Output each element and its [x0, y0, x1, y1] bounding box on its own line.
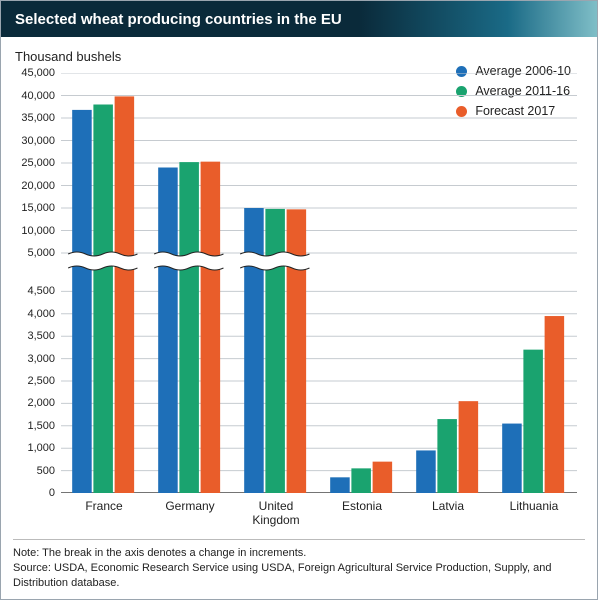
- bar: [93, 105, 113, 494]
- chart-svg: [61, 73, 577, 493]
- bar: [115, 96, 135, 493]
- y-tick-label: 30,000: [5, 135, 55, 147]
- y-tick-label: 10,000: [5, 225, 55, 237]
- bar: [459, 401, 479, 493]
- y-tick-label: 1,500: [5, 420, 55, 432]
- footer-note: Note: The break in the axis denotes a ch…: [13, 546, 585, 561]
- y-tick-label: 2,000: [5, 397, 55, 409]
- bar: [244, 208, 264, 493]
- bar: [523, 350, 543, 493]
- y-tick-label: 15,000: [5, 202, 55, 214]
- y-axis-label: Thousand bushels: [15, 49, 121, 64]
- chart-container: Selected wheat producing countries in th…: [0, 0, 598, 600]
- y-tick-label: 500: [5, 465, 55, 477]
- y-tick-label: 3,500: [5, 330, 55, 342]
- y-tick-label: 2,500: [5, 375, 55, 387]
- y-tick-label: 5,000: [5, 247, 55, 259]
- bar: [437, 419, 457, 493]
- x-tick-label: Lithuania: [510, 499, 559, 513]
- bar: [179, 162, 199, 493]
- x-tick-label: Latvia: [432, 499, 464, 513]
- bar: [330, 477, 350, 493]
- y-tick-label: 4,500: [5, 285, 55, 297]
- x-tick-label: United Kingdom: [252, 499, 299, 528]
- bar: [373, 462, 393, 493]
- bar: [72, 110, 92, 493]
- y-tick-label: 45,000: [5, 67, 55, 79]
- x-tick-label: France: [85, 499, 122, 513]
- bar: [287, 209, 307, 493]
- y-tick-label: 20,000: [5, 180, 55, 192]
- bar: [545, 316, 565, 493]
- bar: [416, 450, 436, 493]
- bar: [158, 168, 178, 494]
- bar: [351, 468, 371, 493]
- chart-title-bar: Selected wheat producing countries in th…: [1, 1, 597, 37]
- bar: [265, 209, 285, 493]
- x-tick-label: Germany: [165, 499, 214, 513]
- bar: [201, 162, 221, 493]
- chart-title: Selected wheat producing countries in th…: [15, 11, 342, 28]
- y-tick-label: 3,000: [5, 353, 55, 365]
- footer-source: Source: USDA, Economic Research Service …: [13, 561, 585, 591]
- x-axis-labels: France Germany United Kingdom Estonia Latvia…: [61, 499, 577, 533]
- y-tick-label: 4,000: [5, 308, 55, 320]
- y-tick-label: 25,000: [5, 157, 55, 169]
- y-tick-label: 1,000: [5, 442, 55, 454]
- x-tick-label: Estonia: [342, 499, 382, 513]
- chart-footer: Note: The break in the axis denotes a ch…: [13, 539, 585, 591]
- chart-area: [61, 73, 577, 493]
- y-tick-label: 0: [5, 487, 55, 499]
- bar: [502, 424, 522, 493]
- y-tick-label: 40,000: [5, 90, 55, 102]
- y-tick-label: 35,000: [5, 112, 55, 124]
